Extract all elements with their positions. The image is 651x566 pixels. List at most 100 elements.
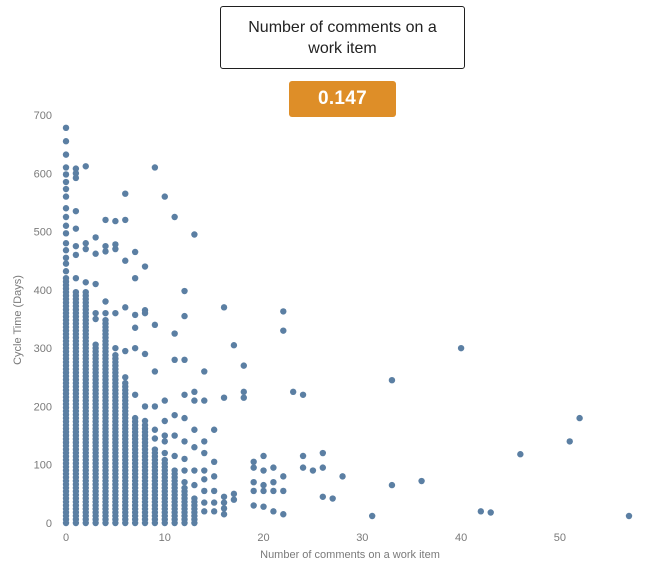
data-point [62,268,70,275]
x-tick-label: 40 [455,532,467,544]
data-point [122,304,129,311]
data-point [161,417,168,425]
data-point [260,503,267,510]
data-point [201,449,208,457]
y-tick-label: 300 [34,343,52,355]
data-point [181,414,188,422]
data-point [122,216,129,224]
chart-title-box: Number of comments on a work item [220,6,465,69]
data-point [131,324,139,331]
data-point [181,356,188,363]
data-point [62,164,70,171]
data-point [457,344,465,352]
data-point [171,356,178,363]
x-tick-label: 10 [159,532,171,544]
data-point [181,287,188,295]
data-point [240,394,247,401]
data-point [112,309,119,317]
data-point [171,330,178,337]
data-point [151,321,159,329]
data-point [280,327,287,334]
data-point [250,464,257,471]
data-point [62,205,70,212]
data-point [270,508,277,515]
data-point [250,458,257,465]
data-point [220,499,228,506]
data-point [171,467,178,474]
data-point [62,247,70,254]
data-point [82,240,89,247]
data-point [368,512,376,520]
data-point [260,467,267,474]
data-point [72,170,80,177]
data-point [220,511,228,518]
data-point [250,502,257,509]
data-point [62,171,70,178]
data-point [72,242,80,250]
data-point [102,242,109,250]
data-point [62,222,70,229]
data-point [141,417,149,425]
data-point [62,230,70,237]
data-point [72,174,80,182]
data-point [141,350,149,358]
data-point [201,467,208,474]
data-point [131,391,139,398]
data-point [270,479,277,486]
y-axis-ticks: 0 100 200 300 400 500 600 700 [34,110,52,530]
data-point [82,163,89,170]
data-point [319,493,327,500]
data-point [210,487,218,495]
data-point [388,377,396,384]
data-point [62,240,70,247]
data-point [181,484,188,492]
data-point [339,473,346,480]
data-point [191,388,198,396]
data-point [566,438,573,445]
data-point [171,452,178,460]
data-point [289,388,297,396]
data-point [280,487,287,495]
y-tick-label: 500 [34,227,52,239]
data-point [210,473,218,480]
y-tick-label: 700 [34,110,52,122]
data-point [62,193,70,200]
data-point [309,467,317,474]
correlation-value: 0.147 [317,88,368,109]
data-point [210,508,218,515]
data-point [102,316,109,324]
data-point [161,193,168,200]
data-point [181,438,188,445]
data-point [92,234,99,241]
data-point [210,499,218,506]
data-point [181,467,188,474]
data-point [576,414,583,422]
data-point [161,397,168,404]
y-tick-label: 100 [34,460,52,472]
data-point [171,213,178,221]
data-point [260,452,267,460]
data-point [151,446,159,453]
data-point [280,473,287,480]
data-point [201,368,208,375]
data-point [72,165,80,172]
data-point [102,309,109,317]
data-point [72,288,80,296]
data-point [62,124,70,132]
data-point [151,435,159,442]
data-point [122,374,129,381]
y-axis-title: Cycle Time (Days) [12,275,24,365]
data-point [220,304,228,311]
chart-title: Number of comments on a work item [248,18,437,57]
data-point [131,275,139,282]
data-point [280,308,287,315]
data-point [191,231,198,238]
data-point [201,508,208,515]
data-point [131,248,139,256]
data-point [72,251,80,259]
y-tick-label: 600 [34,168,52,180]
data-point [250,487,257,495]
data-point [112,245,119,253]
data-point [299,464,307,471]
